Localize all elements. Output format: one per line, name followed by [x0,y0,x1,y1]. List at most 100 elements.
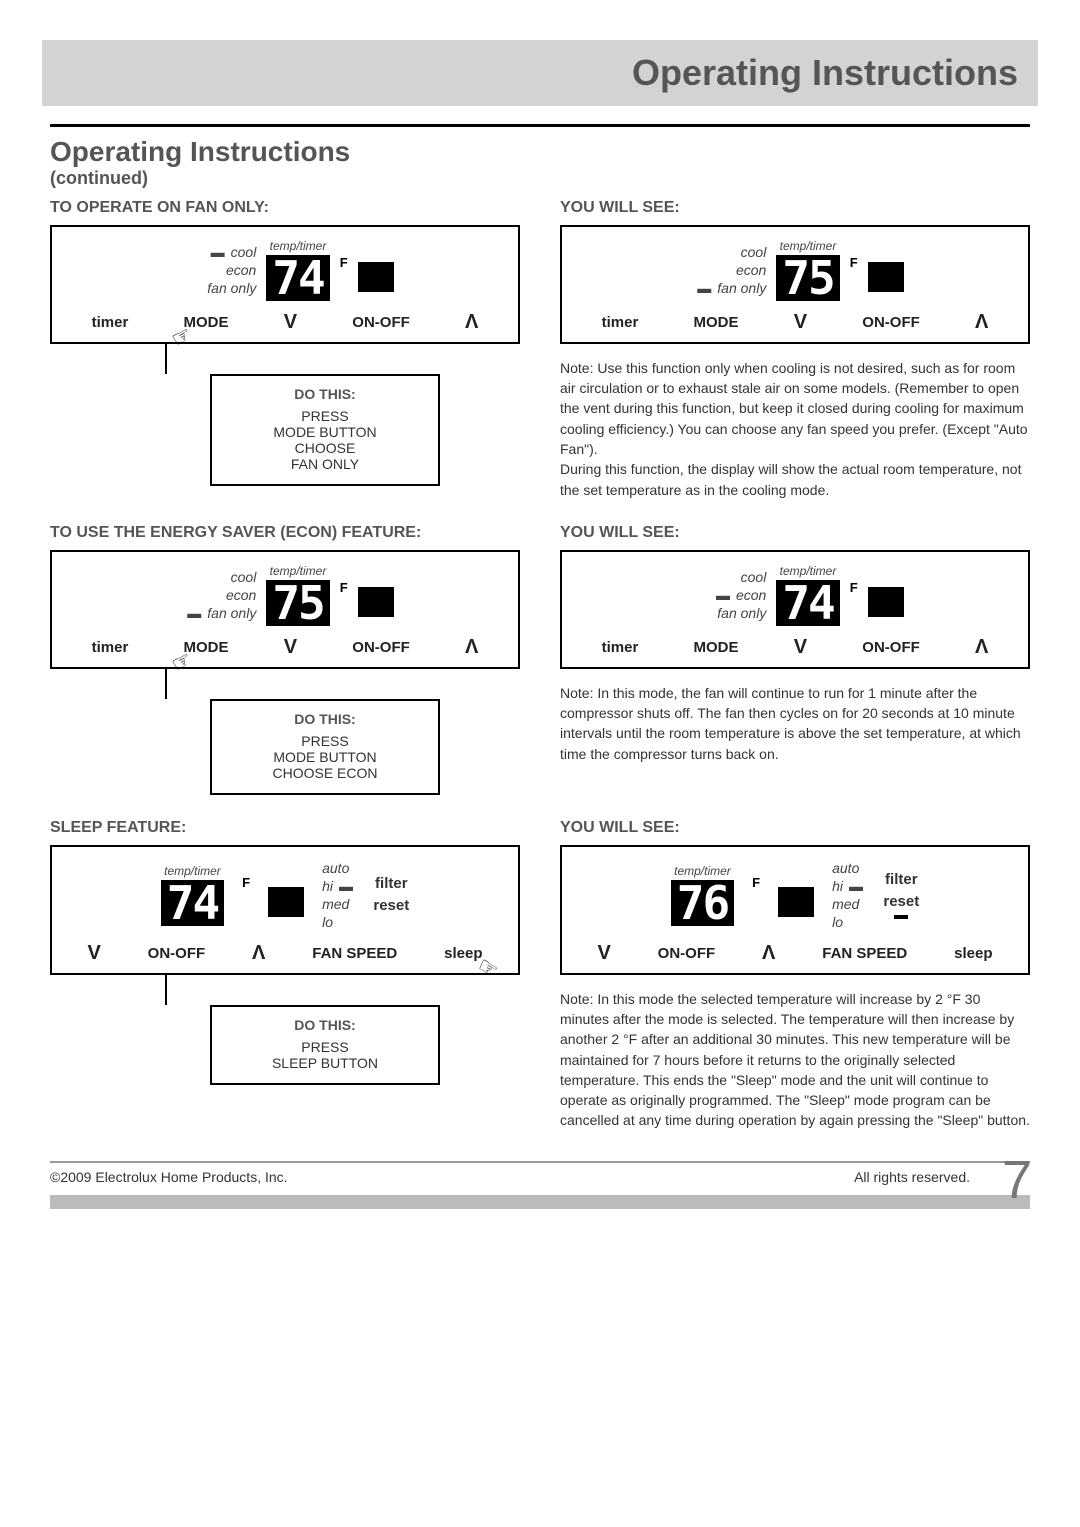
left-heading: TO USE THE ENERGY SAVER (ECON) FEATURE: [50,524,520,542]
callout-line: MODE BUTTON [220,749,430,765]
fan-row: hi▬ [322,877,355,895]
down-button[interactable]: V [284,311,297,334]
up-button[interactable]: Λ [252,942,265,965]
down-button[interactable]: V [794,311,807,334]
timer-button[interactable]: timer [92,639,129,656]
onoff-button[interactable]: ON-OFF [352,639,410,656]
button-row: timer MODE V ON-OFF Λ [574,636,1016,659]
onoff-button[interactable]: ON-OFF [862,639,920,656]
fan-label: hi [832,877,843,895]
fanspeed-button[interactable]: FAN SPEED [312,945,397,962]
filter-stack: filterreset [883,871,919,919]
blank-indicator [868,587,904,617]
temp-display: 75 [776,255,839,301]
control-panel: ▬cooleconfan onlytemp/timer74FtimerMODEV… [50,225,520,344]
callout-line: MODE BUTTON [220,424,430,440]
button-row: timer MODE V ON-OFF Λ [64,311,506,334]
button-row: timer MODE V ON-OFF Λ [574,311,1016,334]
connector [50,344,520,374]
mode-row: fan only [686,604,766,622]
section-title: Operating Instructions [50,137,1030,168]
right-col: YOU WILL SEE: coolecon▬fan only temp/timer… [560,199,1030,500]
temp-display: 74 [776,580,839,626]
up-button[interactable]: Λ [762,942,775,965]
unit-f: F [340,580,348,595]
callout-box: DO THIS:PRESSMODE BUTTONCHOOSEFAN ONLY [210,374,440,486]
down-button[interactable]: V [794,636,807,659]
timer-button[interactable]: timer [602,639,639,656]
onoff-button[interactable]: ON-OFF [352,314,410,331]
blank-indicator [358,262,394,292]
panel-top: coolecon▬fan onlytemp/timer75F [64,564,506,626]
onoff-button[interactable]: ON-OFF [658,945,716,962]
display-wrap: temp/timer75 [776,239,839,301]
mode-row: econ [176,261,256,279]
up-button[interactable]: Λ [975,636,988,659]
mode-label: cool [741,243,767,261]
fan-row: lo [322,913,355,931]
down-button[interactable]: V [87,942,100,965]
mode-label: fan only [717,604,766,622]
callout-line: PRESS [220,1039,430,1055]
onoff-button[interactable]: ON-OFF [862,314,920,331]
section-subtitle: (continued) [50,168,1030,189]
mode-label: econ [736,586,766,604]
control-panel: cool▬econfan onlytemp/timer74FtimerMODEV… [560,550,1030,669]
blank-indicator [868,262,904,292]
mode-row: fan only [176,279,256,297]
timer-button[interactable]: timer [92,314,129,331]
timer-button[interactable]: timer [602,314,639,331]
mode-row: cool [686,243,766,261]
footer: ©2009 Electrolux Home Products, Inc. All… [50,1161,1030,1209]
mode-button[interactable]: MODE [694,314,739,331]
fan-label: auto [322,859,349,877]
fan-row: med [832,895,865,913]
down-button[interactable]: V [284,636,297,659]
mode-label: econ [226,261,256,279]
display-wrap: temp/timer74 [161,864,224,926]
mode-row: ▬fan only [176,604,256,622]
right-heading: YOU WILL SEE: [560,199,1030,217]
sleep-button[interactable]: sleep [954,945,992,962]
divider [50,124,1030,127]
fan-row: lo [832,913,865,931]
left-col: TO OPERATE ON FAN ONLY:▬cooleconfan only… [50,199,520,500]
note-text: Note: In this mode, the fan will continu… [560,683,1030,764]
instruction-row: SLEEP FEATURE:temp/timer74Fautohi▬medlof… [50,819,1030,1131]
down-button[interactable]: V [597,942,610,965]
up-button[interactable]: Λ [975,311,988,334]
fan-list: autohi▬medlo [322,859,355,932]
page-number: 7 [1002,1164,1032,1196]
panel-top: coolecon▬fan onlytemp/timer75F [574,239,1016,301]
callout-line: FAN ONLY [220,456,430,472]
mode-button[interactable]: MODE [184,639,229,656]
mode-row: ▬ econ [686,586,766,604]
fanspeed-button[interactable]: FAN SPEED [822,945,907,962]
panel-top: cool▬econfan onlytemp/timer74F [574,564,1016,626]
blank-indicator [358,587,394,617]
up-button[interactable]: Λ [465,311,478,334]
callout-title: DO THIS: [220,386,430,402]
up-button[interactable]: Λ [465,636,478,659]
fan-label: lo [322,913,333,931]
connector [50,669,520,699]
mode-indicator: ▬ [716,586,730,604]
right-col: YOU WILL SEE:cool▬econfan onlytemp/timer… [560,524,1030,795]
onoff-button[interactable]: ON-OFF [148,945,206,962]
mode-row: ▬fan only [686,279,766,297]
fan-indicator: ▬ [339,877,353,895]
copyright: ©2009 Electrolux Home Products, Inc. [50,1169,288,1195]
mode-indicator: ▬ [697,279,711,297]
callout-line: SLEEP BUTTON [220,1055,430,1071]
temp-display: 76 [671,880,734,926]
right-heading: YOU WILL SEE: [560,524,1030,542]
mode-list: cool▬econfan only [686,568,766,623]
mode-button[interactable]: MODE [184,314,229,331]
mode-indicator: ▬ [211,243,225,261]
mode-label: econ [736,261,766,279]
mode-button[interactable]: MODE [694,639,739,656]
blank-indicator [268,887,304,917]
mode-label: fan only [207,279,256,297]
sleep-button[interactable]: sleep [444,945,482,962]
panel-top: temp/timer74Fautohi▬medlofilterreset [64,859,506,932]
